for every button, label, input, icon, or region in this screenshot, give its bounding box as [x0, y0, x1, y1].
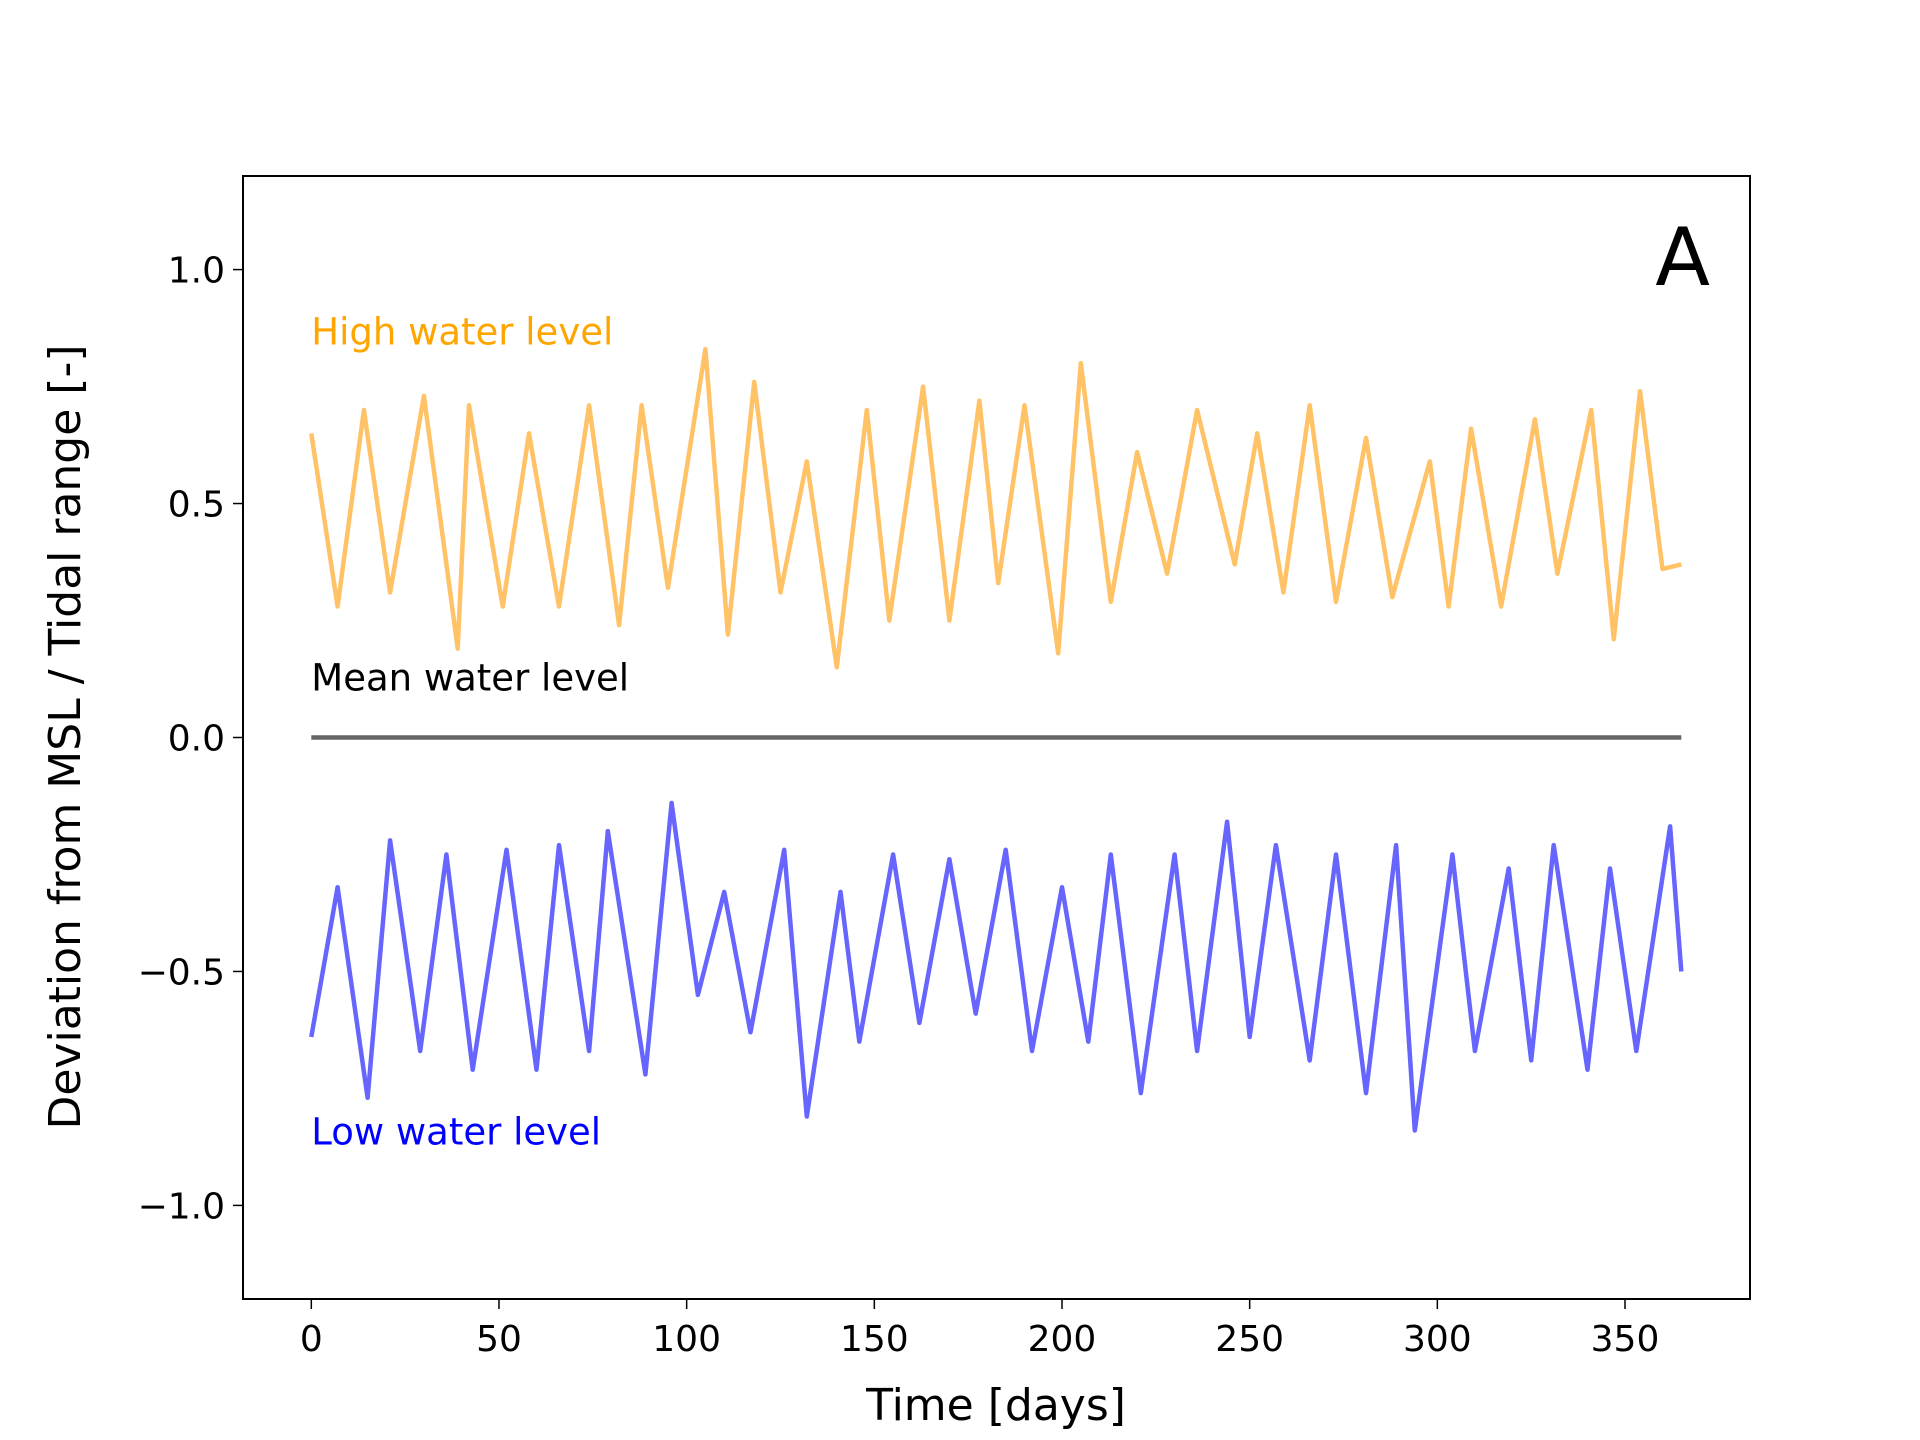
series-line	[309, 800, 1684, 1133]
y-axis-label: Deviation from MSL / Tidal range [-]	[40, 344, 91, 1129]
series-label: High water level	[311, 310, 613, 353]
x-tick-label: 150	[840, 1319, 909, 1360]
y-tick-label: −1.0	[138, 1186, 225, 1227]
x-tick-label: 350	[1591, 1319, 1660, 1360]
x-tick-label: 0	[300, 1319, 323, 1360]
series-line	[309, 346, 1682, 670]
x-axis-label: Time [days]	[865, 1380, 1126, 1431]
x-tick-label: 300	[1403, 1319, 1472, 1360]
y-tick-label: 0.0	[168, 719, 225, 760]
y-tick-label: −0.5	[138, 952, 225, 993]
x-tick-label: 250	[1215, 1319, 1284, 1360]
y-tick-label: 1.0	[168, 251, 225, 292]
plot-frame	[242, 175, 1751, 1300]
y-tick-label: 0.5	[168, 485, 225, 526]
x-tick-label: 100	[652, 1319, 721, 1360]
x-tick-label: 200	[1028, 1319, 1097, 1360]
series-label: Mean water level	[311, 657, 629, 700]
x-tick-label: 50	[476, 1319, 522, 1360]
panel-label: A	[1655, 211, 1710, 304]
series-label: Low water level	[311, 1111, 601, 1154]
